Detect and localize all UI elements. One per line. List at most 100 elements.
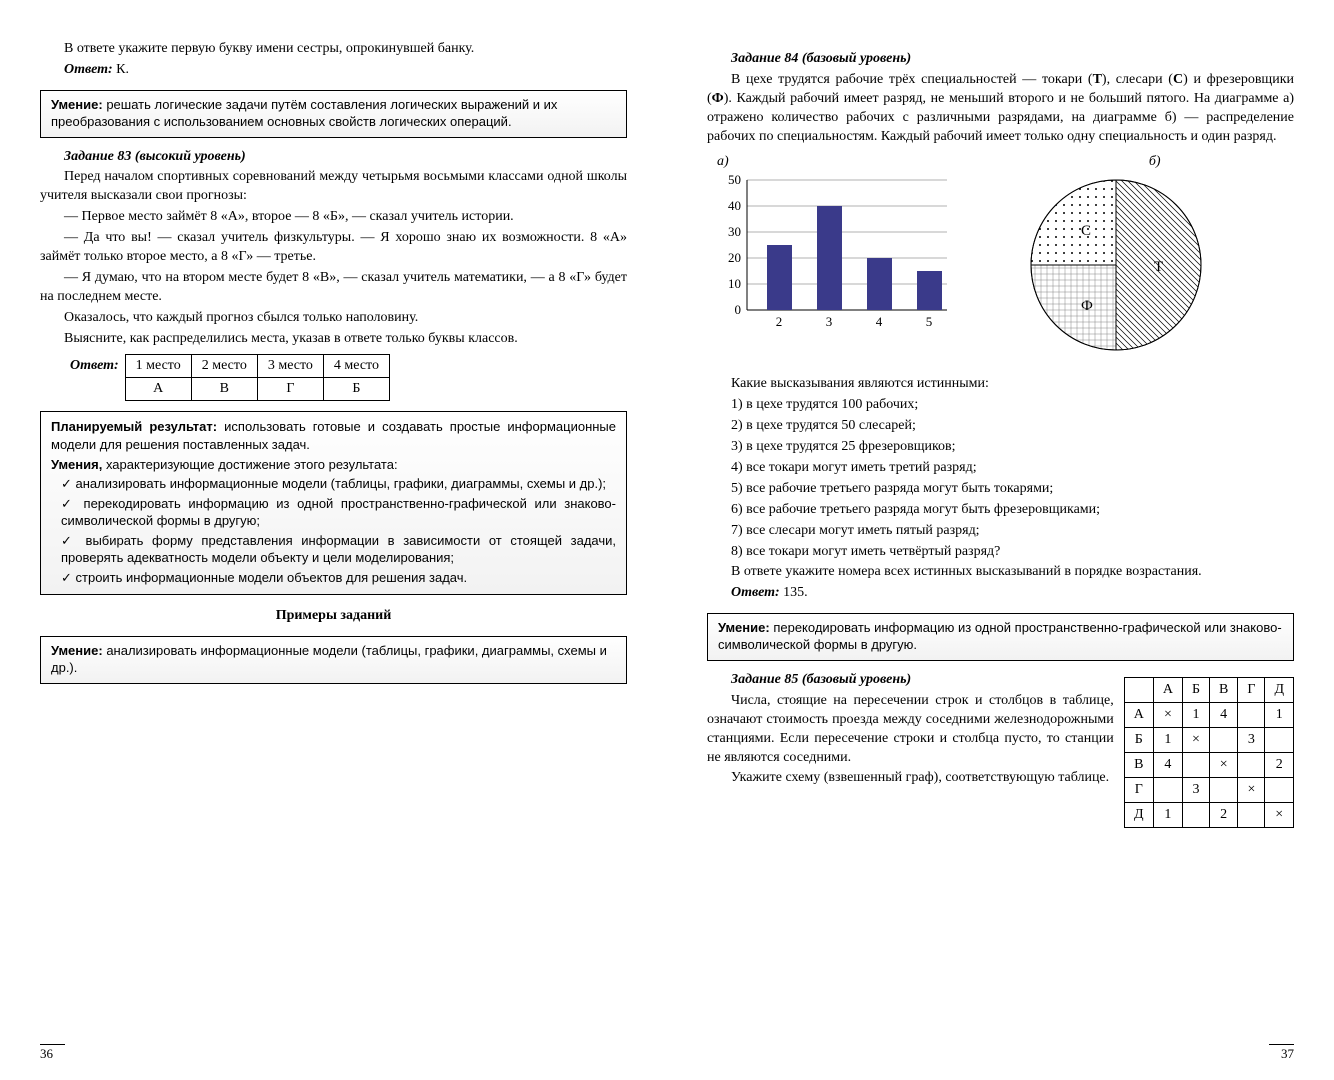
- svg-text:10: 10: [728, 276, 741, 291]
- svg-text:4: 4: [876, 314, 883, 329]
- table-cell: 3: [1238, 728, 1265, 753]
- page-right: Задание 84 (базовый уровень) В цехе труд…: [667, 0, 1334, 1080]
- svg-text:20: 20: [728, 250, 741, 265]
- para: Какие высказывания являются истинными:: [707, 375, 1294, 394]
- table-header: Д: [1265, 678, 1294, 703]
- page-number: 37: [1269, 1044, 1294, 1062]
- table-cell: 4: [1153, 753, 1182, 778]
- bullet: ✓ перекодировать информацию из одной про…: [51, 495, 616, 530]
- table-cell: 2: [1265, 753, 1294, 778]
- pie-chart-svg: С Т Ф: [1006, 170, 1226, 360]
- skill-box-1: Умение: решать логические задачи путём с…: [40, 90, 627, 138]
- table-cell: ×: [1210, 753, 1238, 778]
- box-text: перекодировать информацию из одной прост…: [718, 620, 1282, 652]
- bullet: ✓ выбирать форму представления информаци…: [51, 532, 616, 567]
- svg-text:30: 30: [728, 224, 741, 239]
- answer-label: Ответ:: [64, 62, 113, 77]
- table-cell: 1: [1153, 803, 1182, 828]
- table-cell: Г: [257, 378, 323, 401]
- table-cell: Б: [1124, 728, 1153, 753]
- skill-box-3: Умение: анализировать информационные мод…: [40, 636, 627, 684]
- table-cell: 1: [1182, 703, 1209, 728]
- table-cell: Г: [1124, 778, 1153, 803]
- task-83-title: Задание 83 (высокий уровень): [40, 148, 627, 167]
- chart-label-a: а): [707, 154, 996, 170]
- bullet: ✓ строить информационные модели объектов…: [51, 569, 616, 587]
- box-text: решать логические задачи путём составлен…: [51, 97, 557, 129]
- table-cell: [1210, 778, 1238, 803]
- table-cell: 1: [1265, 703, 1294, 728]
- bar-chart-svg: 0 10 20 30 40 50 2 3 4 5: [707, 170, 967, 340]
- table-cell: 3: [1182, 778, 1209, 803]
- para: — Первое место займёт 8 «А», второе — 8 …: [40, 208, 627, 227]
- table-cell: Д: [1124, 803, 1153, 828]
- para: В ответе укажите номера всех истинных вы…: [707, 563, 1294, 582]
- table-header: [1124, 678, 1153, 703]
- table-cell: [1265, 728, 1294, 753]
- box-text: анализировать информационные модели (таб…: [51, 643, 607, 675]
- list-item: 8) все токари могут иметь четвёртый разр…: [707, 543, 1294, 562]
- bullet: ✓ анализировать информационные модели (т…: [51, 475, 616, 493]
- table-cell: Б: [323, 378, 389, 401]
- table-cell: [1265, 778, 1294, 803]
- table-cell: ×: [1153, 703, 1182, 728]
- para: — Я думаю, что на втором месте будет 8 «…: [40, 269, 627, 307]
- table-cell: 1: [1153, 728, 1182, 753]
- list-item: 4) все токари могут иметь третий разряд;: [707, 459, 1294, 478]
- svg-text:3: 3: [826, 314, 833, 329]
- box-text: характеризующие достижение этого результ…: [102, 457, 397, 472]
- table-cell: [1238, 753, 1265, 778]
- svg-text:0: 0: [735, 302, 742, 317]
- answer-value: К.: [116, 62, 129, 77]
- svg-text:Ф: Ф: [1081, 298, 1093, 314]
- list-item: 2) в цехе трудятся 50 слесарей;: [707, 417, 1294, 436]
- list-item: 5) все рабочие третьего разряда могут бы…: [707, 480, 1294, 499]
- answer-line: Ответ: К.: [40, 61, 627, 80]
- table-cell: В: [1124, 753, 1153, 778]
- table-header: Б: [1182, 678, 1209, 703]
- answer-table-83: Ответ: 1 место 2 место 3 место 4 место А…: [60, 354, 390, 401]
- table-cell: [1210, 728, 1238, 753]
- table-cell: В: [191, 378, 257, 401]
- table-cell: [1182, 803, 1209, 828]
- svg-text:2: 2: [776, 314, 783, 329]
- table-header: 3 место: [257, 355, 323, 378]
- table-header: 4 место: [323, 355, 389, 378]
- table-header: А: [1153, 678, 1182, 703]
- result-box: Планируемый результат: использовать гото…: [40, 411, 627, 595]
- table-cell: [1153, 778, 1182, 803]
- para: Перед началом спортивных соревнований ме…: [40, 168, 627, 206]
- svg-text:С: С: [1081, 223, 1091, 239]
- table-row-label: Ответ:: [70, 358, 119, 373]
- chart-label-b: б): [1006, 154, 1295, 170]
- bar-chart: а) 0 10 20 30 40 50: [707, 154, 996, 345]
- svg-text:Т: Т: [1154, 259, 1163, 275]
- svg-text:40: 40: [728, 198, 741, 213]
- box-label: Умение:: [718, 620, 770, 635]
- list-item: 3) в цехе трудятся 25 фрезеровщиков;: [707, 438, 1294, 457]
- table-cell: А: [1124, 703, 1153, 728]
- pie-chart: б): [1006, 154, 1295, 365]
- para: Оказалось, что каждый прогноз сбылся тол…: [40, 309, 627, 328]
- svg-text:5: 5: [926, 314, 933, 329]
- table-cell: А: [125, 378, 191, 401]
- answer-label: Ответ:: [731, 585, 780, 600]
- answer-line: Ответ: 135.: [707, 584, 1294, 603]
- task-84-title: Задание 84 (базовый уровень): [707, 50, 1294, 69]
- table-cell: [1182, 753, 1209, 778]
- answer-value: 135.: [783, 585, 808, 600]
- table-cell: 4: [1210, 703, 1238, 728]
- table-header: Г: [1238, 678, 1265, 703]
- table-header: В: [1210, 678, 1238, 703]
- examples-heading: Примеры заданий: [40, 607, 627, 626]
- para: Выясните, как распределились места, указ…: [40, 330, 627, 349]
- box-label: Умения,: [51, 457, 102, 472]
- page-left: В ответе укажите первую букву имени сест…: [0, 0, 667, 1080]
- skill-box-4: Умение: перекодировать информацию из одн…: [707, 613, 1294, 661]
- table-cell: [1238, 703, 1265, 728]
- page-number: 36: [40, 1044, 65, 1062]
- table-cell: ×: [1182, 728, 1209, 753]
- box-label: Умение:: [51, 643, 103, 658]
- table-cell: ×: [1265, 803, 1294, 828]
- table-header: 2 место: [191, 355, 257, 378]
